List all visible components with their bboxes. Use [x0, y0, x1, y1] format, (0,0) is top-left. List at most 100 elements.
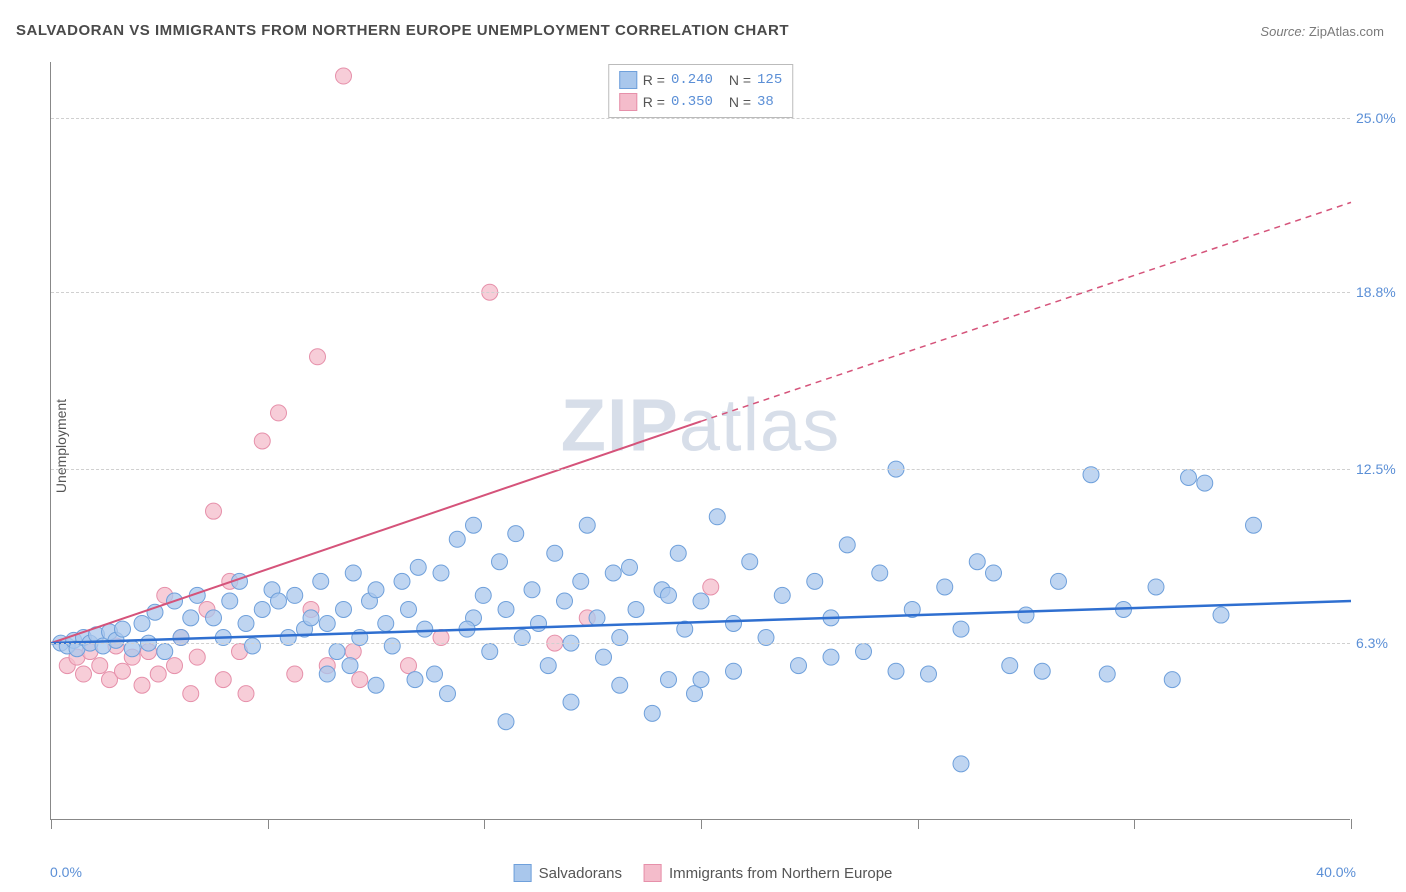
y-tick-label: 12.5% [1356, 461, 1406, 477]
scatter-point [807, 573, 823, 589]
scatter-point [206, 503, 222, 519]
scatter-point [622, 559, 638, 575]
scatter-point [703, 579, 719, 595]
x-tick [51, 819, 52, 829]
scatter-point [524, 582, 540, 598]
scatter-point [352, 672, 368, 688]
scatter-point [605, 565, 621, 581]
legend-item: Immigrants from Northern Europe [644, 864, 892, 882]
chart-title: SALVADORAN VS IMMIGRANTS FROM NORTHERN E… [16, 22, 789, 39]
scatter-point [563, 694, 579, 710]
scatter-point [466, 517, 482, 533]
scatter-point [222, 593, 238, 609]
x-axis-max-label: 40.0% [1316, 864, 1356, 880]
scatter-point [1181, 469, 1197, 485]
scatter-point [1197, 475, 1213, 491]
scatter-point [336, 601, 352, 617]
scatter-point [427, 666, 443, 682]
scatter-point [410, 559, 426, 575]
scatter-point [319, 666, 335, 682]
legend-series: Salvadorans Immigrants from Northern Eur… [514, 864, 893, 882]
trend-line [51, 421, 701, 643]
scatter-point [407, 672, 423, 688]
scatter-point [76, 666, 92, 682]
legend-label: Salvadorans [539, 865, 622, 882]
scatter-point [726, 663, 742, 679]
scatter-point [134, 677, 150, 693]
scatter-point [661, 672, 677, 688]
scatter-point [693, 593, 709, 609]
scatter-point [238, 686, 254, 702]
scatter-point [596, 649, 612, 665]
scatter-point [157, 644, 173, 660]
scatter-point [557, 593, 573, 609]
scatter-point [823, 649, 839, 665]
plot-area: ZIPatlas R = 0.240 N = 125 R = 0.350 N =… [50, 62, 1350, 820]
scatter-point [329, 644, 345, 660]
scatter-point [612, 677, 628, 693]
scatter-point [573, 573, 589, 589]
scatter-point [378, 615, 394, 631]
x-tick [701, 819, 702, 829]
scatter-point [986, 565, 1002, 581]
scatter-point [206, 610, 222, 626]
scatter-point [1148, 579, 1164, 595]
scatter-point [1018, 607, 1034, 623]
scatter-point [1002, 658, 1018, 674]
scatter-point [888, 663, 904, 679]
scatter-point [368, 582, 384, 598]
scatter-point [969, 554, 985, 570]
scatter-point [492, 554, 508, 570]
scatter-point [345, 565, 361, 581]
scatter-point [547, 545, 563, 561]
scatter-point [183, 686, 199, 702]
scatter-point [628, 601, 644, 617]
scatter-point [342, 658, 358, 674]
scatter-point [394, 573, 410, 589]
scatter-point [531, 615, 547, 631]
scatter-point [449, 531, 465, 547]
scatter-point [953, 756, 969, 772]
scatter-point [313, 573, 329, 589]
scatter-point [215, 672, 231, 688]
scatter-point [401, 601, 417, 617]
gridline [51, 118, 1350, 119]
scatter-point [115, 663, 131, 679]
scatter-point [589, 610, 605, 626]
scatter-point [417, 621, 433, 637]
x-axis-min-label: 0.0% [50, 864, 82, 880]
x-tick [1351, 819, 1352, 829]
scatter-point [661, 587, 677, 603]
scatter-point [167, 658, 183, 674]
scatter-point [872, 565, 888, 581]
x-tick [918, 819, 919, 829]
gridline [51, 292, 1350, 293]
scatter-point [189, 649, 205, 665]
scatter-point [508, 526, 524, 542]
scatter-point [238, 615, 254, 631]
scatter-point [134, 615, 150, 631]
scatter-point [1164, 672, 1180, 688]
scatter-point [150, 666, 166, 682]
x-tick [484, 819, 485, 829]
gridline [51, 469, 1350, 470]
scatter-point [709, 509, 725, 525]
y-tick-label: 25.0% [1356, 110, 1406, 126]
scatter-point [1213, 607, 1229, 623]
scatter-point [336, 68, 352, 84]
scatter-point [937, 579, 953, 595]
scatter-point [287, 666, 303, 682]
scatter-point [791, 658, 807, 674]
y-tick-label: 18.8% [1356, 284, 1406, 300]
scatter-point [433, 565, 449, 581]
legend-label: Immigrants from Northern Europe [669, 865, 892, 882]
scatter-point [1246, 517, 1262, 533]
source-attribution: Source: ZipAtlas.com [1260, 24, 1384, 39]
trend-line [701, 202, 1351, 421]
scatter-point [774, 587, 790, 603]
scatter-point [92, 658, 108, 674]
scatter-point [319, 615, 335, 631]
scatter-point [498, 714, 514, 730]
legend-swatch-icon [644, 864, 662, 882]
scatter-point [303, 610, 319, 626]
